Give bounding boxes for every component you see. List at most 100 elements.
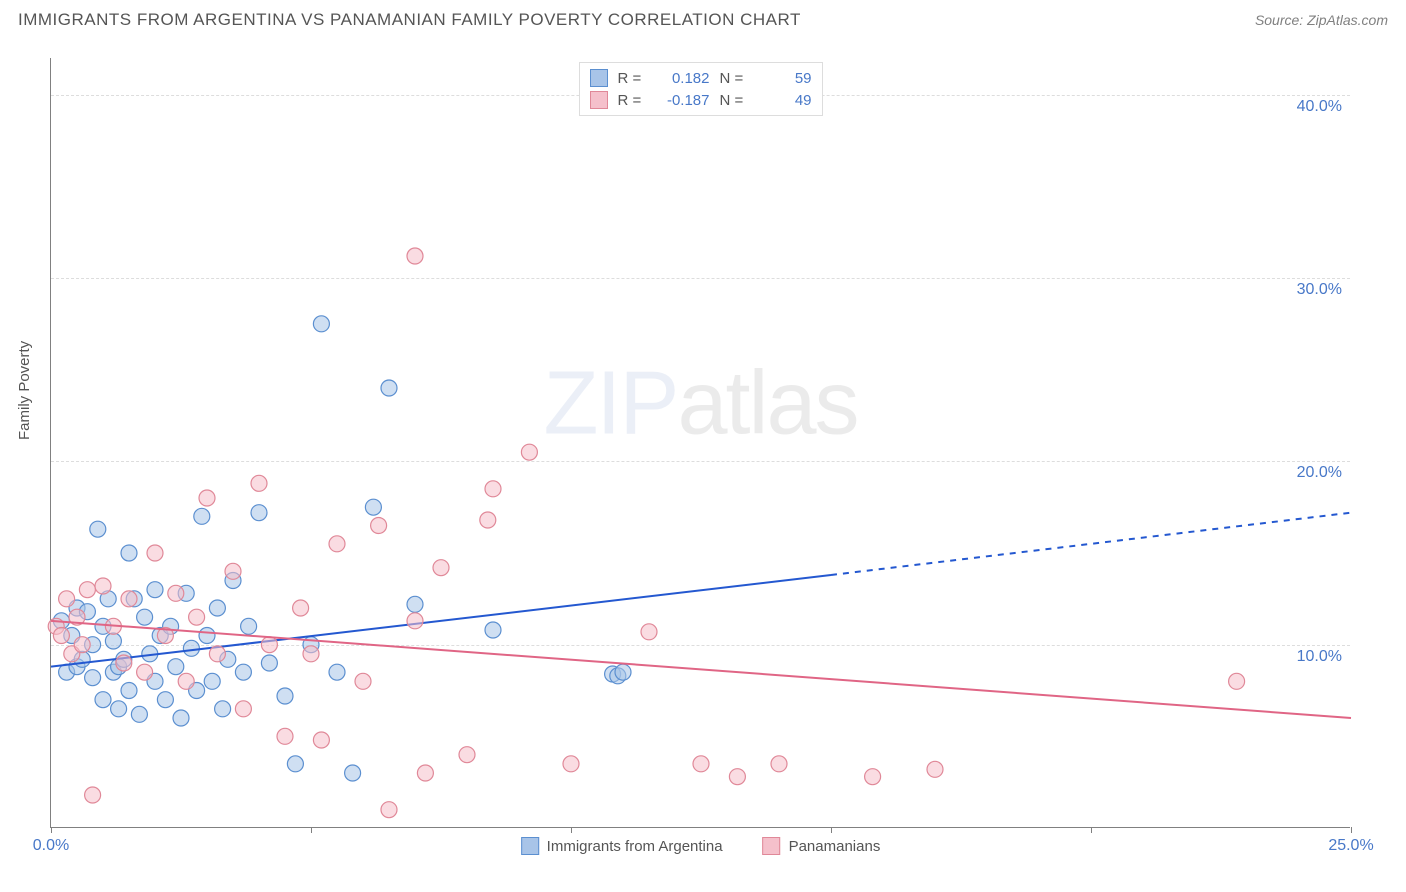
swatch-panamanians	[763, 837, 781, 855]
data-point-argentina	[345, 765, 361, 781]
data-point-panamanians	[407, 248, 423, 264]
data-point-panamanians	[693, 756, 709, 772]
regression-extrapolation-argentina	[831, 513, 1351, 575]
data-point-panamanians	[121, 591, 137, 607]
scatter-chart: ZIPatlas 10.0%20.0%30.0%40.0% R = 0.182 …	[50, 58, 1350, 828]
data-point-argentina	[85, 670, 101, 686]
data-point-argentina	[261, 655, 277, 671]
source-prefix: Source:	[1255, 12, 1307, 28]
data-point-argentina	[95, 692, 111, 708]
data-point-argentina	[121, 545, 137, 561]
data-point-argentina	[235, 664, 251, 680]
data-point-panamanians	[433, 560, 449, 576]
swatch-panamanians	[590, 91, 608, 109]
data-point-argentina	[615, 664, 631, 680]
data-point-panamanians	[168, 585, 184, 601]
r-label: R =	[618, 70, 646, 87]
series-name-argentina: Immigrants from Argentina	[547, 838, 723, 855]
legend-item-argentina: Immigrants from Argentina	[521, 837, 723, 855]
data-point-panamanians	[235, 701, 251, 717]
data-point-panamanians	[371, 518, 387, 534]
data-point-panamanians	[277, 728, 293, 744]
swatch-argentina	[590, 69, 608, 87]
data-point-panamanians	[199, 490, 215, 506]
data-point-panamanians	[381, 802, 397, 818]
data-point-panamanians	[261, 637, 277, 653]
data-point-panamanians	[74, 637, 90, 653]
series-name-panamanians: Panamanians	[789, 838, 881, 855]
data-point-panamanians	[865, 769, 881, 785]
x-tick-mark	[1091, 827, 1092, 833]
r-value-argentina: 0.182	[656, 70, 710, 87]
data-point-argentina	[204, 673, 220, 689]
data-point-panamanians	[137, 664, 153, 680]
x-tick-mark	[571, 827, 572, 833]
x-tick-mark	[1351, 827, 1352, 833]
chart-header: IMMIGRANTS FROM ARGENTINA VS PANAMANIAN …	[0, 0, 1406, 36]
data-point-panamanians	[771, 756, 787, 772]
data-point-panamanians	[209, 646, 225, 662]
series-legend: Immigrants from Argentina Panamanians	[521, 837, 881, 855]
data-point-argentina	[209, 600, 225, 616]
data-point-panamanians	[59, 591, 75, 607]
data-point-panamanians	[417, 765, 433, 781]
data-point-panamanians	[53, 628, 69, 644]
data-point-panamanians	[189, 609, 205, 625]
data-point-argentina	[407, 596, 423, 612]
data-point-argentina	[131, 706, 147, 722]
n-value-argentina: 59	[758, 70, 812, 87]
data-point-argentina	[147, 582, 163, 598]
data-point-panamanians	[303, 646, 319, 662]
legend-row-panamanians: R = -0.187 N = 49	[590, 89, 812, 111]
n-label: N =	[720, 92, 748, 109]
data-point-panamanians	[329, 536, 345, 552]
data-point-panamanians	[251, 475, 267, 491]
swatch-argentina	[521, 837, 539, 855]
data-point-argentina	[105, 633, 121, 649]
data-point-panamanians	[116, 655, 132, 671]
legend-row-argentina: R = 0.182 N = 59	[590, 67, 812, 89]
x-tick-mark	[831, 827, 832, 833]
data-point-panamanians	[459, 747, 475, 763]
n-label: N =	[720, 70, 748, 87]
data-point-panamanians	[480, 512, 496, 528]
data-point-argentina	[111, 701, 127, 717]
data-point-argentina	[313, 316, 329, 332]
data-point-panamanians	[147, 545, 163, 561]
data-point-panamanians	[85, 787, 101, 803]
x-tick-label: 25.0%	[1328, 837, 1373, 855]
data-point-argentina	[277, 688, 293, 704]
y-axis-label: Family Poverty	[16, 341, 33, 440]
data-point-panamanians	[355, 673, 371, 689]
data-point-argentina	[215, 701, 231, 717]
chart-title: IMMIGRANTS FROM ARGENTINA VS PANAMANIAN …	[18, 10, 801, 30]
x-tick-mark	[51, 827, 52, 833]
data-point-panamanians	[79, 582, 95, 598]
data-point-argentina	[199, 628, 215, 644]
data-point-argentina	[173, 710, 189, 726]
source-name: ZipAtlas.com	[1307, 12, 1388, 28]
data-point-argentina	[241, 618, 257, 634]
data-point-argentina	[287, 756, 303, 772]
data-point-argentina	[137, 609, 153, 625]
data-point-panamanians	[521, 444, 537, 460]
data-point-panamanians	[563, 756, 579, 772]
data-point-panamanians	[927, 761, 943, 777]
data-point-argentina	[90, 521, 106, 537]
data-point-argentina	[485, 622, 501, 638]
data-point-panamanians	[225, 563, 241, 579]
data-point-panamanians	[1229, 673, 1245, 689]
data-point-panamanians	[178, 673, 194, 689]
data-point-panamanians	[729, 769, 745, 785]
data-point-argentina	[329, 664, 345, 680]
data-point-panamanians	[95, 578, 111, 594]
data-point-panamanians	[293, 600, 309, 616]
data-point-panamanians	[641, 624, 657, 640]
data-point-argentina	[251, 505, 267, 521]
r-label: R =	[618, 92, 646, 109]
data-point-argentina	[168, 659, 184, 675]
data-point-panamanians	[313, 732, 329, 748]
data-point-panamanians	[485, 481, 501, 497]
n-value-panamanians: 49	[758, 92, 812, 109]
source-attribution: Source: ZipAtlas.com	[1255, 12, 1388, 28]
